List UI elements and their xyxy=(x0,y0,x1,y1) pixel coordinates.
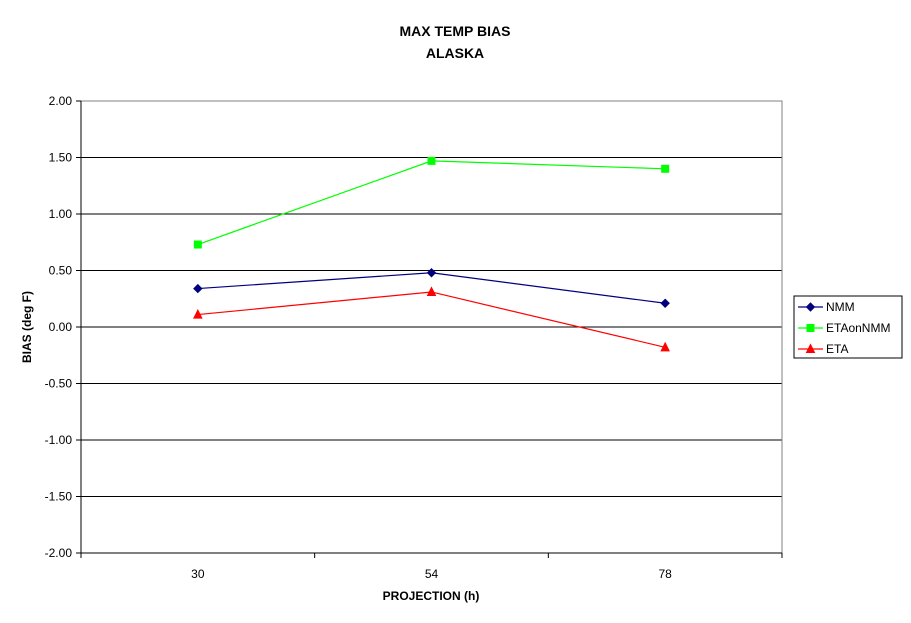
y-tick-label: 2.00 xyxy=(49,94,73,108)
legend-label-etaonnmm: ETAonNMM xyxy=(826,321,890,335)
chart-title-line-1: MAX TEMP BIAS xyxy=(400,23,511,39)
legend: NMM ETAonNMM ETA xyxy=(793,295,903,359)
data-point-etaonnmm xyxy=(427,156,436,165)
data-point-eta xyxy=(660,341,670,352)
data-point-nmm xyxy=(426,268,437,278)
chart-title-line-2: ALASKA xyxy=(426,45,484,61)
y-tick-label: -2.00 xyxy=(45,546,73,560)
y-axis-title: BIAS (deg F) xyxy=(20,291,34,363)
y-tick-label: -1.50 xyxy=(45,490,73,504)
tick-labels: -2.00 -1.50 -1.00 -0.50 0.00 0.50 1.00 1.50 2.00… xyxy=(45,94,673,581)
data-point-nmm xyxy=(660,298,670,308)
data-point-etaonnmm xyxy=(661,164,670,173)
y-tick-label: 1.50 xyxy=(49,151,73,165)
y-tick-label: -1.00 xyxy=(45,433,73,447)
legend-marker-etaonnmm xyxy=(806,324,815,332)
axes xyxy=(76,100,783,558)
y-tick-label: 1.00 xyxy=(49,207,73,221)
legend-label-nmm: NMM xyxy=(826,300,855,314)
legend-marker-eta xyxy=(805,343,816,353)
data-point-eta xyxy=(426,286,437,296)
series xyxy=(193,156,670,352)
data-point-eta xyxy=(193,308,203,319)
data-point-etaonnmm xyxy=(193,240,202,249)
data-point-nmm xyxy=(193,283,203,294)
legend-label-eta: ETA xyxy=(826,342,848,356)
x-tick-label: 78 xyxy=(658,567,672,581)
y-tick-label: -0.50 xyxy=(45,377,73,391)
x-tick-label: 54 xyxy=(425,567,439,581)
y-tick-label: 0.50 xyxy=(49,264,73,278)
y-tick-label: 0.00 xyxy=(49,320,73,334)
legend-marker-nmm xyxy=(805,302,816,312)
x-tick-label: 30 xyxy=(191,567,205,581)
x-axis-title: PROJECTION (h) xyxy=(383,589,480,603)
